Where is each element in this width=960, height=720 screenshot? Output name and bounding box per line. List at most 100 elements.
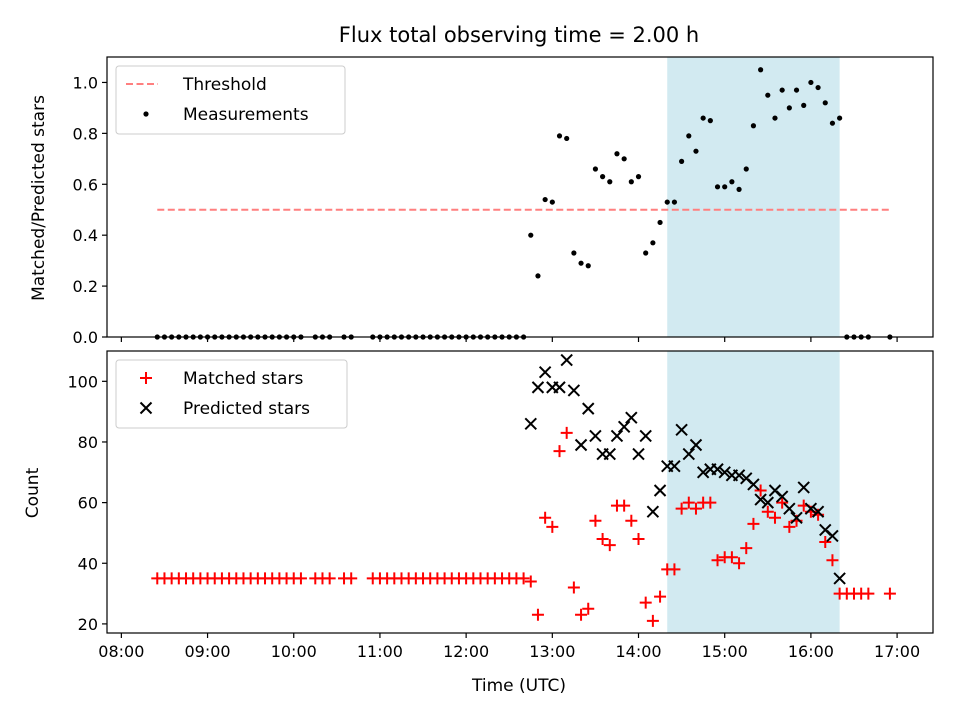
matched-point — [826, 554, 839, 567]
axes-frame — [106, 350, 934, 634]
measurement-point — [571, 250, 577, 256]
measurement-point — [714, 184, 721, 190]
matched-point — [654, 590, 667, 603]
x-tick-label: 08:00 — [98, 642, 144, 661]
predicted-point — [675, 423, 688, 437]
predicted-point — [567, 384, 581, 397]
x-tick-label: 14:00 — [615, 642, 661, 661]
predicted-point — [826, 529, 839, 543]
matched-point — [776, 496, 789, 509]
matched-point — [768, 511, 781, 524]
matched-point — [294, 572, 307, 585]
matched-point — [589, 514, 602, 527]
matched-point — [740, 542, 753, 555]
matched-point — [689, 502, 702, 515]
measurement-point — [664, 199, 670, 205]
predicted-point — [538, 366, 552, 379]
legend-box — [115, 65, 346, 135]
measurement-point — [679, 158, 685, 164]
legend-box — [115, 359, 348, 429]
measurement-point — [614, 151, 620, 157]
predicted-point — [639, 429, 652, 443]
matched-point — [531, 608, 544, 621]
predicted-point — [732, 469, 746, 482]
chart-title: Flux total observing time = 2.00 h — [339, 23, 699, 47]
measurement-point — [535, 273, 541, 279]
x-tick-label: 16:00 — [788, 642, 834, 661]
legend-plus-swatch — [140, 372, 152, 384]
measurement-point — [549, 199, 555, 205]
measurement-point — [707, 118, 713, 124]
measurement-point — [729, 179, 735, 185]
matched-point — [632, 533, 645, 545]
measurement-point — [793, 87, 800, 93]
y-tick-label: 40 — [78, 554, 98, 573]
measurement-point — [765, 92, 771, 98]
x-tick-label: 17:00 — [874, 642, 920, 661]
measurement-point — [801, 102, 807, 108]
y-tick-label: 0.4 — [73, 226, 98, 245]
y-tick-label: 1.0 — [73, 73, 98, 92]
matched-point — [711, 554, 724, 567]
x-tick-label: 09:00 — [185, 642, 231, 661]
matched-point — [819, 536, 832, 549]
predicted-point — [797, 481, 810, 494]
predicted-point — [718, 466, 731, 479]
matched-point — [596, 533, 609, 545]
matched-point — [345, 572, 358, 585]
predicted-point — [632, 447, 645, 461]
matched-point — [524, 575, 537, 588]
bottom-y-axis-label: Count — [23, 467, 43, 518]
measurement-point — [722, 184, 728, 190]
measurement-point — [542, 196, 548, 203]
matched-point — [553, 445, 566, 458]
measurement-point — [592, 166, 599, 172]
matched-point — [761, 505, 774, 518]
legend-cross-swatch — [139, 401, 153, 415]
matched-point — [517, 572, 530, 585]
y-tick-label: 80 — [78, 433, 98, 452]
measurement-point — [556, 133, 563, 139]
measurement-point — [837, 115, 843, 121]
matched-point — [618, 499, 631, 512]
predicted-point — [696, 466, 710, 479]
matched-point — [582, 602, 595, 615]
predicted-point — [610, 429, 624, 443]
matched-point — [754, 484, 767, 497]
legend-label: Measurements — [183, 105, 309, 125]
measurement-point — [621, 156, 627, 162]
measurement-point — [758, 67, 764, 73]
y-tick-label: 60 — [78, 494, 98, 513]
legend-label: Predicted stars — [183, 399, 310, 419]
predicted-point — [603, 447, 616, 461]
predicted-point — [524, 417, 537, 430]
measurement-point — [671, 199, 678, 205]
matched-point — [675, 502, 688, 515]
legend-dot-swatch — [143, 111, 149, 117]
measurement-point — [600, 174, 606, 180]
measurement-point — [585, 263, 591, 269]
measurement-point — [693, 148, 699, 154]
matched-point — [747, 517, 760, 530]
matched-point — [323, 572, 336, 585]
measurement-point — [808, 79, 814, 86]
measurement-point — [743, 166, 749, 172]
panel-count: 20 40 60 80 100 08:00 09:00 10:00 11:00 12:00 13:0… — [67, 350, 934, 661]
predicted-point — [682, 447, 695, 461]
measurement-point — [829, 120, 836, 126]
matched-point — [646, 614, 659, 627]
measurement-point — [815, 84, 821, 91]
x-tick-label: 11:00 — [357, 642, 403, 661]
top-y-axis-label: Matched/Predicted stars — [29, 95, 49, 301]
y-tick-label: 0.0 — [73, 328, 98, 347]
predicted-point — [811, 505, 825, 518]
matched-point — [575, 608, 588, 621]
measurement-point — [564, 135, 570, 142]
predicted-point — [653, 484, 667, 497]
matched-point — [682, 496, 695, 509]
measurement-point — [700, 115, 706, 121]
matched-point — [783, 520, 796, 533]
x-tick-label: 12:00 — [443, 642, 489, 661]
legend-label: Matched stars — [183, 369, 303, 389]
axes-frame — [106, 56, 934, 338]
